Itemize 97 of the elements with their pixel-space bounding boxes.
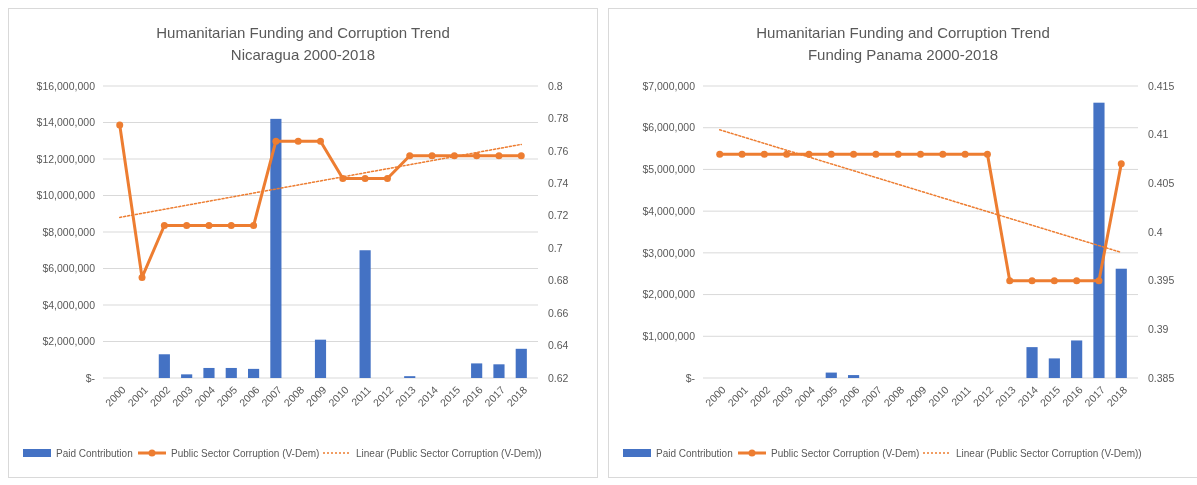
point [983, 150, 991, 158]
point [361, 174, 369, 182]
y2-tick-label: 0.74 [548, 177, 569, 190]
y2-tick-label: 0.39 [1148, 323, 1169, 336]
y-tick-label: $10,000,000 [36, 189, 96, 202]
y2-tick-label: 0.7 [548, 241, 563, 254]
bar [225, 367, 237, 378]
bar [515, 348, 527, 378]
bar [471, 363, 483, 378]
legend-label: Paid Contribution [656, 447, 733, 459]
y2-tick-label: 0.4 [1148, 225, 1163, 238]
point [1073, 277, 1081, 285]
point [1117, 160, 1125, 168]
y-tick-label: $5,000,000 [642, 163, 696, 176]
chart-subtitle: Funding Panama 2000-2018 [807, 46, 999, 63]
bar [1048, 358, 1060, 378]
y2-tick-label: 0.8 [548, 79, 563, 92]
y-tick-label: $7,000,000 [642, 79, 696, 92]
bar [203, 367, 215, 378]
point [428, 152, 436, 160]
chart-title: Humanitarian Funding and Corruption Trend [156, 24, 450, 41]
point [138, 273, 146, 281]
point [1095, 277, 1103, 285]
point [1050, 277, 1058, 285]
point [894, 150, 902, 158]
point [227, 222, 235, 230]
y-tick-label: $14,000,000 [36, 116, 96, 129]
point [317, 137, 324, 145]
y2-tick-label: 0.395 [1148, 274, 1175, 287]
point [872, 150, 880, 158]
point [738, 150, 746, 158]
point [760, 150, 768, 158]
y-tick-label: $- [685, 371, 696, 384]
legend-label: Paid Contribution [56, 447, 133, 459]
point [272, 137, 280, 145]
legend-label: Linear (Public Sector Corruption (V-Dem)) [956, 447, 1142, 459]
bar [1115, 268, 1127, 378]
chart-title: Humanitarian Funding and Corruption Trend [756, 24, 1050, 41]
y-tick-label: $8,000,000 [42, 225, 96, 238]
bar [314, 339, 327, 378]
y2-tick-label: 0.66 [548, 306, 569, 319]
point [939, 150, 947, 158]
bar [1026, 347, 1038, 378]
point [827, 150, 835, 158]
y-tick-label: $2,000,000 [642, 288, 696, 301]
bar [248, 368, 260, 378]
point [850, 150, 858, 158]
point [205, 222, 213, 230]
y-tick-label: $4,000,000 [642, 204, 696, 217]
point [160, 222, 168, 230]
point [495, 152, 503, 160]
y-tick-label: $3,000,000 [642, 246, 696, 259]
y2-tick-label: 0.76 [548, 144, 569, 157]
bar [825, 372, 837, 378]
point [250, 222, 258, 230]
point [961, 150, 969, 158]
point [517, 152, 525, 160]
y2-tick-label: 0.78 [548, 112, 569, 125]
y-tick-label: $1,000,000 [642, 329, 696, 342]
y2-tick-label: 0.68 [548, 274, 569, 287]
bar [1071, 340, 1083, 378]
point [116, 121, 124, 129]
y-tick-label: $- [85, 371, 96, 384]
bar [158, 354, 170, 378]
point [917, 150, 924, 158]
y-tick-label: $16,000,000 [36, 79, 96, 92]
y-tick-label: $6,000,000 [642, 121, 696, 134]
y-tick-label: $2,000,000 [42, 335, 96, 348]
bar [848, 375, 860, 378]
point [406, 152, 414, 160]
bar [493, 364, 505, 378]
y2-tick-label: 0.41 [1148, 128, 1169, 141]
y2-tick-label: 0.72 [548, 209, 569, 222]
y2-tick-label: 0.62 [548, 371, 569, 384]
y-tick-label: $4,000,000 [42, 298, 96, 311]
y2-tick-label: 0.405 [1148, 177, 1175, 190]
bar [181, 374, 193, 378]
y-tick-label: $12,000,000 [36, 152, 96, 165]
legend-label: Linear (Public Sector Corruption (V-Dem)) [356, 447, 542, 459]
y-tick-label: $6,000,000 [42, 262, 96, 275]
point [383, 174, 391, 182]
chart-subtitle: Nicaragua 2000-2018 [230, 46, 376, 63]
point [1028, 277, 1036, 285]
legend-label: Public Sector Corruption (V-Dem) [171, 447, 320, 459]
point [716, 150, 724, 158]
y2-tick-label: 0.385 [1148, 371, 1175, 384]
legend-label: Public Sector Corruption (V-Dem) [771, 447, 920, 459]
point [294, 137, 302, 145]
bar [1093, 102, 1105, 378]
point [473, 152, 481, 160]
y2-tick-label: 0.415 [1148, 79, 1175, 92]
y2-tick-label: 0.64 [548, 339, 569, 352]
bar [359, 250, 371, 378]
bar [270, 118, 282, 378]
point [783, 150, 791, 158]
point [1006, 277, 1014, 285]
point [183, 222, 191, 230]
